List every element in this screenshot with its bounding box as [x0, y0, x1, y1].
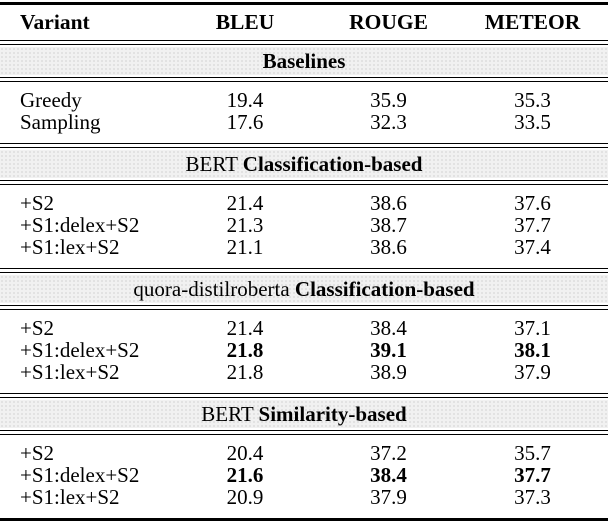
section-divider-rule [0, 268, 608, 273]
rouge-value: 38.9 [370, 360, 407, 384]
section-divider-rule [0, 305, 608, 310]
meteor-value: 37.3 [514, 485, 551, 509]
section-divider-rule [0, 430, 608, 435]
meteor-value: 37.1 [514, 316, 551, 340]
meteor-value: 35.3 [514, 88, 551, 112]
table-row: +S1:lex+S2 21.8 38.9 37.9 [0, 361, 608, 383]
section-rows-quora-classification: +S2 21.4 38.4 37.1 +S1:delex+S2 21.8 39.… [0, 310, 608, 393]
table-row: +S2 21.4 38.6 37.6 [0, 192, 608, 214]
table-row: +S2 21.4 38.4 37.1 [0, 317, 608, 339]
section-rows-baselines: Greedy 19.4 35.9 35.3 Sampling 17.6 32.3… [0, 82, 608, 143]
section-label-bold: Baselines [262, 49, 346, 73]
table-row: +S2 20.4 37.2 35.7 [0, 442, 608, 464]
col-header-variant: Variant [20, 9, 90, 34]
meteor-value: 37.7 [514, 213, 551, 237]
meteor-value: 37.7 [514, 463, 551, 487]
table-row: +S1:lex+S2 20.9 37.9 37.3 [0, 486, 608, 508]
variant-cell: +S1:delex+S2 [20, 338, 140, 362]
table-row: +S1:delex+S2 21.6 38.4 37.7 [0, 464, 608, 486]
meteor-value: 33.5 [514, 110, 551, 134]
variant-cell: Greedy [20, 88, 82, 112]
variant-cell: +S1:lex+S2 [20, 485, 120, 509]
bleu-value: 19.4 [226, 88, 264, 112]
bleu-value: 21.4 [226, 316, 264, 340]
table-header-row: Variant BLEU ROUGE METEOR [0, 5, 608, 41]
table-row: Sampling 17.6 32.3 33.5 [0, 111, 608, 133]
rouge-value: 32.3 [370, 110, 407, 134]
variant-cell: +S1:delex+S2 [20, 463, 140, 487]
section-label-plain: quora-distilroberta [133, 277, 295, 301]
section-band-baselines: Baselines [0, 47, 608, 75]
table-row: Greedy 19.4 35.9 35.3 [0, 89, 608, 111]
bleu-value: 20.9 [226, 485, 264, 509]
rouge-value: 38.4 [370, 463, 407, 487]
rouge-value: 38.7 [370, 213, 407, 237]
section-label-bold: Classification-based [294, 277, 475, 301]
variant-cell: +S2 [20, 441, 55, 465]
section-divider-rule [0, 393, 608, 398]
table-row: +S1:lex+S2 21.1 38.6 37.4 [0, 236, 608, 258]
section-label-bold: Similarity-based [258, 402, 407, 426]
table-top-rule [0, 2, 608, 5]
variant-cell: +S1:lex+S2 [20, 235, 120, 259]
bleu-value: 21.1 [226, 235, 264, 259]
meteor-value: 37.9 [514, 360, 551, 384]
variant-cell: +S1:delex+S2 [20, 213, 140, 237]
section-band-bert-classification: BERT Classification-based [0, 150, 608, 178]
header-divider-rule [0, 40, 608, 45]
variant-cell: +S1:lex+S2 [20, 360, 120, 384]
variant-cell: Sampling [20, 110, 101, 134]
rouge-value: 38.6 [370, 191, 407, 215]
section-band-quora-classification: quora-distilroberta Classification-based [0, 275, 608, 303]
col-header-bleu: BLEU [215, 9, 275, 34]
meteor-value: 37.6 [514, 191, 551, 215]
rouge-value: 37.9 [370, 485, 407, 509]
rouge-value: 38.4 [370, 316, 407, 340]
rouge-value: 37.2 [370, 441, 407, 465]
rouge-value: 35.9 [370, 88, 407, 112]
bleu-value: 20.4 [226, 441, 264, 465]
meteor-value: 38.1 [514, 338, 551, 362]
col-header-rouge: ROUGE [349, 9, 428, 34]
section-rows-bert-similarity: +S2 20.4 37.2 35.7 +S1:delex+S2 21.6 38.… [0, 435, 608, 518]
section-label-bold: Classification-based [242, 152, 423, 176]
section-rows-bert-classification: +S2 21.4 38.6 37.6 +S1:delex+S2 21.3 38.… [0, 185, 608, 268]
meteor-value: 37.4 [514, 235, 551, 259]
table-row: +S1:delex+S2 21.3 38.7 37.7 [0, 214, 608, 236]
variant-cell: +S2 [20, 316, 55, 340]
table-row: +S1:delex+S2 21.8 39.1 38.1 [0, 339, 608, 361]
meteor-value: 35.7 [514, 441, 551, 465]
section-divider-rule [0, 77, 608, 82]
bleu-value: 17.6 [226, 110, 264, 134]
bleu-value: 21.8 [226, 338, 264, 362]
section-label-plain: BERT [201, 402, 259, 426]
table-bottom-rule [0, 518, 608, 521]
section-divider-rule [0, 180, 608, 185]
bleu-value: 21.3 [226, 213, 264, 237]
section-band-bert-similarity: BERT Similarity-based [0, 400, 608, 428]
bleu-value: 21.8 [226, 360, 264, 384]
section-divider-rule [0, 143, 608, 148]
col-header-meteor: METEOR [484, 9, 581, 34]
section-label-plain: BERT [185, 152, 243, 176]
bleu-value: 21.6 [226, 463, 264, 487]
rouge-value: 38.6 [370, 235, 407, 259]
variant-cell: +S2 [20, 191, 55, 215]
rouge-value: 39.1 [370, 338, 407, 362]
bleu-value: 21.4 [226, 191, 264, 215]
